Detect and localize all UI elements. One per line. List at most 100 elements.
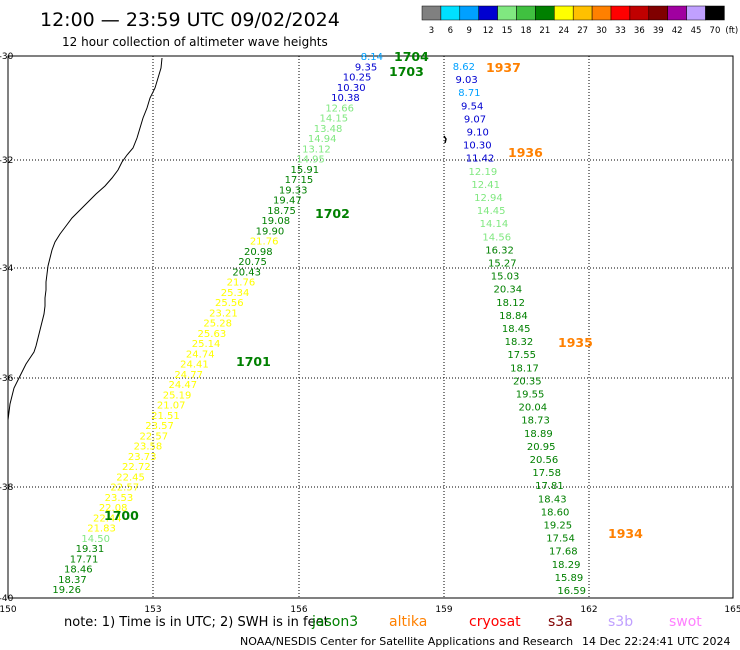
satellite-key: jason3 altika cryosat s3a s3b swot xyxy=(311,614,702,630)
wave-height-reading: 9.07 xyxy=(464,114,486,125)
satellite-key-cryosat: cryosat xyxy=(469,614,521,630)
wave-height-reading: 15.89 xyxy=(555,573,584,584)
latitude-tick-label: -34 xyxy=(0,264,14,274)
wave-height-reading: 18.43 xyxy=(538,494,567,505)
wave-height-reading: 20.95 xyxy=(527,442,556,453)
wave-height-reading: 25.56 xyxy=(215,298,244,309)
legend-swatch xyxy=(421,5,442,21)
legend-label: 39 xyxy=(653,26,664,36)
wave-height-reading: 22.45 xyxy=(116,472,145,483)
wave-height-reading: 18.60 xyxy=(541,507,570,518)
wave-height-reading: 24.47 xyxy=(169,380,198,391)
footer-note: note: 1) Time is in UTC; 2) SWH is in fe… xyxy=(64,615,329,630)
wave-height-reading: 14.50 xyxy=(81,534,110,545)
wave-height-reading: 19.90 xyxy=(256,226,285,237)
legend-label: 6 xyxy=(448,26,453,36)
wave-height-reading: 14.56 xyxy=(482,232,511,243)
wave-height-reading: 23.57 xyxy=(145,421,174,432)
wave-height-reading: 19.55 xyxy=(516,390,545,401)
legend-label: 42 xyxy=(672,26,683,36)
legend-label: 70 xyxy=(710,26,721,36)
wave-height-reading: 18.17 xyxy=(510,363,539,374)
wave-height-reading: 19.33 xyxy=(279,185,308,196)
wave-height-reading: 12.94 xyxy=(474,193,503,204)
wave-height-reading: 21.76 xyxy=(227,278,256,289)
wave-height-reading: 15.27 xyxy=(488,259,517,270)
legend-swatch xyxy=(459,5,479,21)
wave-height-reading: 22.72 xyxy=(122,462,151,473)
legend-swatch xyxy=(572,5,593,21)
wave-height-reading: 24.41 xyxy=(180,360,209,371)
wave-height-reading: 8.62 xyxy=(453,62,475,73)
wave-height-reading: 18.84 xyxy=(499,311,528,322)
legend-label: 30 xyxy=(596,26,607,36)
wave-height-reading: 9.35 xyxy=(355,62,377,73)
longitude-tick-label: 150 xyxy=(0,605,17,615)
wave-height-reading: 8.71 xyxy=(458,88,480,99)
latitude-tick-label: -30 xyxy=(0,52,14,62)
coastline xyxy=(7,57,163,421)
wave-height-reading: 21.83 xyxy=(87,524,116,535)
wave-height-reading: 13.48 xyxy=(314,124,343,135)
wave-height-reading: 25.34 xyxy=(221,288,250,299)
legend-unit: (ft) xyxy=(725,26,738,36)
wave-height-reading: 19.31 xyxy=(76,544,105,555)
wave-height-reading: 17.68 xyxy=(549,547,578,558)
footer-credit: NOAA/NESDIS Center for Satellite Applica… xyxy=(240,635,573,648)
wave-height-reading: 23.58 xyxy=(134,442,163,453)
pass-time-label: 1704 xyxy=(394,49,429,64)
pass-time-label: 1935 xyxy=(558,335,593,350)
wave-height-reading: 20.34 xyxy=(494,285,523,296)
wave-height-reading: 17.71 xyxy=(70,554,99,565)
pass-time-label: 1934 xyxy=(608,526,643,541)
wave-height-reading: 18.89 xyxy=(524,429,553,440)
wave-height-reading: 12.41 xyxy=(471,180,500,191)
legend-swatch xyxy=(591,5,612,21)
wave-height-reading: 11.42 xyxy=(466,154,495,165)
legend-label: 36 xyxy=(634,26,645,36)
legend-label: 45 xyxy=(691,26,702,36)
wave-height-reading: 16.32 xyxy=(485,245,514,256)
wave-height-reading: 18.37 xyxy=(58,575,87,586)
wave-height-reading: 17.58 xyxy=(532,468,561,479)
wave-height-legend: 3 6 9 12 15 18 21 24 27 30 33 36 39 42 45 70 (ft) xyxy=(421,5,738,36)
wave-height-reading: 14.45 xyxy=(477,206,506,217)
wave-height-reading: 15.03 xyxy=(491,272,520,283)
longitude-tick-label: 156 xyxy=(290,605,307,615)
wave-height-reading: 19.26 xyxy=(52,585,81,596)
legend-label: 33 xyxy=(615,26,626,36)
longitude-tick-label: 159 xyxy=(435,605,452,615)
graticule xyxy=(8,56,733,598)
wave-height-reading: 18.45 xyxy=(502,324,531,335)
wave-height-reading: 17.55 xyxy=(507,350,536,361)
wave-height-reading: 12.66 xyxy=(325,103,354,114)
wave-height-reading: 20.35 xyxy=(513,376,542,387)
satellite-key-altika: altika xyxy=(389,614,427,630)
wave-height-reading: 22.08 xyxy=(99,503,128,514)
legend-label: 24 xyxy=(558,26,569,36)
wave-height-reading: 22.44 xyxy=(93,513,122,524)
legend-swatch xyxy=(478,5,498,21)
wave-height-reading: 20.04 xyxy=(519,403,548,414)
wave-height-reading: 9.10 xyxy=(467,128,489,139)
satellite-key-swot: swot xyxy=(669,614,702,630)
wave-height-reading: 23.73 xyxy=(128,452,157,463)
wave-height-reading: 10.30 xyxy=(463,141,492,152)
legend-swatch xyxy=(667,5,687,21)
satellite-track-jason3: 8.149.3510.2510.3010.3812.6614.1513.4814… xyxy=(52,52,383,596)
wave-height-reading: 17.81 xyxy=(535,481,564,492)
wave-height-reading: 17.54 xyxy=(546,534,575,545)
legend-swatch xyxy=(516,5,536,21)
wave-height-reading: 23.53 xyxy=(105,493,134,504)
wave-height-reading: 18.46 xyxy=(64,565,93,576)
wave-height-reading: 18.12 xyxy=(496,298,525,309)
wave-height-reading: 13.12 xyxy=(302,144,331,155)
pass-time-label: 1701 xyxy=(236,354,271,369)
legend-swatch xyxy=(705,5,725,21)
island-shape xyxy=(443,135,447,144)
map-frame xyxy=(7,55,734,599)
wave-height-reading: 20.98 xyxy=(244,247,273,258)
wave-height-reading: 24.77 xyxy=(174,370,203,381)
wave-height-reading: 12.19 xyxy=(469,167,498,178)
